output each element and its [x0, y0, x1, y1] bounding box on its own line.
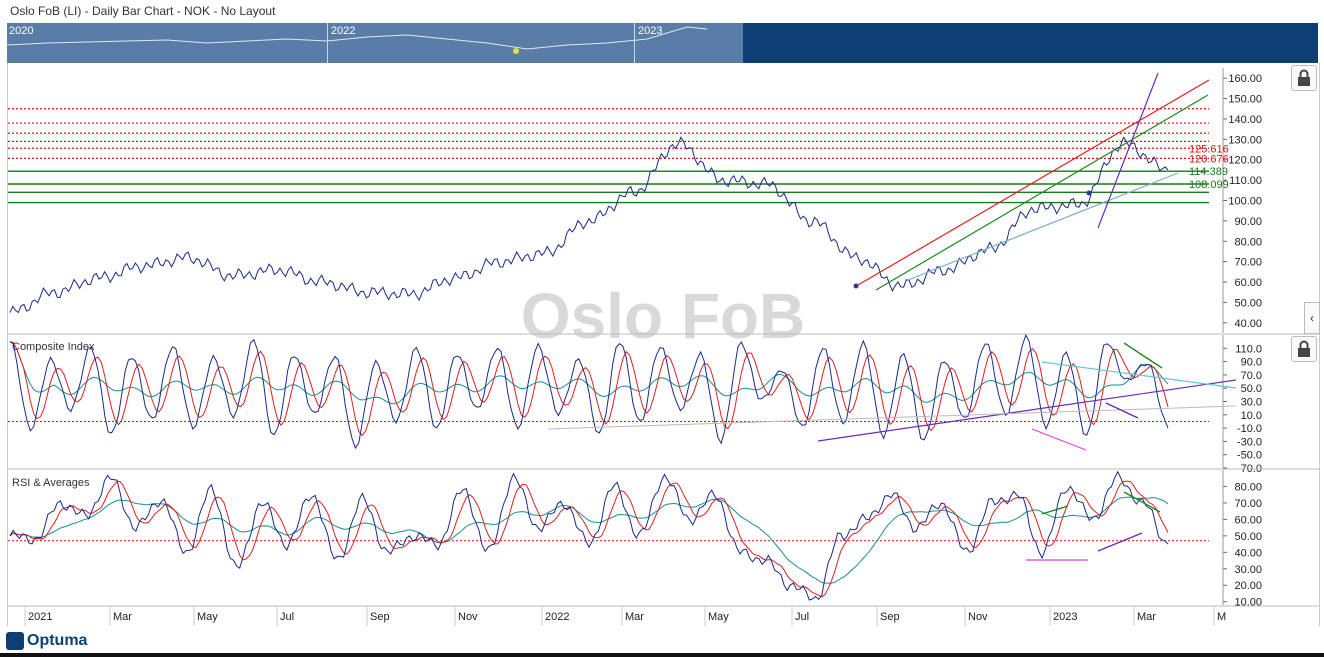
- x-axis-label: Sep: [370, 611, 390, 623]
- rsi-divergence-green[interactable]: [1041, 505, 1069, 515]
- price-series-line: [9, 136, 1169, 314]
- composite-axis-tick-label: -10.0: [1237, 423, 1262, 435]
- rsi-axis-tick-label: 80.00: [1234, 481, 1262, 493]
- price-axis-tick-label: 110.00: [1229, 175, 1262, 187]
- x-axis-label: Nov: [458, 611, 478, 623]
- lock-icon: [1298, 340, 1310, 357]
- pivot-marker: [1086, 190, 1092, 196]
- price-axis-tick-label: 80.00: [1234, 236, 1262, 248]
- panel-title-rsi: RSI & Averages: [12, 477, 90, 489]
- optuma-logo: Optuma: [6, 630, 87, 652]
- chart-title: Oslo FoB (LI) - Daily Bar Chart - NOK - …: [10, 4, 276, 18]
- rsi-line: [9, 470, 1169, 601]
- trendline-purple[interactable]: [1097, 72, 1159, 229]
- x-axis-label: Mar: [1137, 611, 1156, 623]
- rsi-divergence-purple[interactable]: [1097, 532, 1143, 552]
- x-axis-label: Jul: [795, 611, 809, 623]
- composite-trendline-cyan[interactable]: [1041, 361, 1237, 389]
- trendline-green[interactable]: [875, 94, 1209, 291]
- rsi-axis-tick-label: 50.00: [1234, 531, 1262, 543]
- x-axis-label: 2023: [1053, 611, 1077, 623]
- price-level-label: 114.389: [1189, 166, 1228, 178]
- x-axis-label: Sep: [880, 611, 900, 623]
- composite-divergence-magenta[interactable]: [1031, 428, 1087, 451]
- rsi-axis-tick-label: 70.00: [1234, 498, 1262, 510]
- price-axis-tick-label: 160.00: [1228, 73, 1262, 85]
- optuma-logo-mark: [6, 632, 24, 650]
- price-axis-tick-label: 150.00: [1228, 94, 1262, 106]
- watermark: Oslo FoB: [521, 280, 805, 352]
- composite-slow-average: [9, 341, 1169, 405]
- price-axis-tick-label: 130.00: [1228, 134, 1262, 146]
- lock-composite-panel-button[interactable]: [1291, 336, 1317, 362]
- optuma-logo-text: Optuma: [27, 632, 88, 649]
- rsi-fast-average: [9, 480, 1169, 598]
- rsi-axis-tick-label: 20.00: [1234, 580, 1262, 592]
- price-level-label: 108.099: [1189, 179, 1229, 191]
- x-axis-label: 2022: [545, 611, 569, 623]
- price-axis-tick-label: 120.00: [1228, 155, 1262, 167]
- panel-title-composite: Composite Index: [12, 341, 95, 353]
- x-axis-label: Mar: [113, 611, 132, 623]
- composite-axis-tick-label: -30.0: [1237, 436, 1262, 448]
- composite-index-line: [9, 333, 1169, 450]
- rsi-axis-tick-label: 40.00: [1234, 547, 1262, 559]
- x-axis-label: Mar: [625, 611, 644, 623]
- composite-divergence-purple[interactable]: [1105, 402, 1139, 419]
- composite-axis-tick-label: 30.0: [1241, 397, 1262, 409]
- lock-icon: [1298, 69, 1310, 86]
- price-axis-tick-label: 70.00: [1234, 257, 1262, 269]
- chevron-left-icon: ‹: [1310, 311, 1314, 325]
- collapse-panel-button[interactable]: ‹: [1304, 302, 1320, 334]
- price-axis-tick-label: 60.00: [1234, 277, 1262, 289]
- navigator-year-label: 2022: [331, 25, 356, 37]
- rsi-axis-tick-label: 10.00: [1234, 597, 1262, 609]
- price-axis-tick-label: 140.00: [1228, 114, 1262, 126]
- price-axis-tick-label: 90.00: [1234, 216, 1262, 228]
- rsi-slow-average: [9, 496, 1169, 584]
- x-axis-label: Jul: [280, 611, 294, 623]
- navigator-year-divider: [634, 23, 635, 63]
- composite-fast-average: [9, 341, 1169, 437]
- rsi-divergence-green[interactable]: [1123, 491, 1161, 513]
- timeline-navigator[interactable]: 2020 2022 2023: [7, 23, 1318, 63]
- chart-area[interactable]: Oslo FoB 160.00 150.00 140.00 130.00 120.00 1…: [7, 63, 1320, 626]
- price-level-label: 120.676: [1189, 153, 1229, 165]
- navigator-year-label: 2020: [9, 25, 34, 37]
- composite-axis-tick-label: 50.0: [1241, 383, 1262, 395]
- composite-trendline-grey[interactable]: [547, 405, 1237, 430]
- x-axis-label: M: [1217, 611, 1226, 623]
- composite-axis-tick-label: 10.0: [1241, 410, 1262, 422]
- pivot-marker: [853, 283, 859, 289]
- navigator-year-divider: [327, 23, 328, 63]
- navigator-sparkline: [7, 26, 708, 54]
- composite-axis-tick-label: 110.0: [1235, 343, 1262, 355]
- bottom-bar: [0, 653, 1324, 657]
- composite-trendline-purple[interactable]: [817, 379, 1237, 442]
- x-axis-label: May: [708, 611, 729, 623]
- price-axis-tick-label: 50.00: [1234, 297, 1262, 309]
- composite-axis-tick-label: 90.0: [1241, 357, 1262, 369]
- composite-axis-tick-label: -50.0: [1237, 450, 1262, 462]
- rsi-axis-tick-label: 60.00: [1234, 514, 1262, 526]
- lock-price-panel-button[interactable]: [1291, 65, 1317, 91]
- price-axis-tick-label: 40.00: [1234, 318, 1262, 330]
- x-axis-label: Nov: [968, 611, 988, 623]
- chart-canvas[interactable]: Oslo FoB 160.00150.00140.00130.00120.001…: [8, 63, 1319, 626]
- navigator-year-label: 2023: [638, 25, 663, 37]
- trendline-red[interactable]: [857, 79, 1210, 286]
- price-axis-tick-label: 100.00: [1228, 196, 1262, 208]
- x-axis-label: May: [197, 611, 218, 623]
- x-axis-label: 2021: [28, 611, 52, 623]
- composite-divergence-green[interactable]: [1123, 342, 1163, 369]
- trendline-light-blue[interactable]: [907, 172, 1179, 281]
- composite-axis-tick-label: 70.0: [1241, 370, 1262, 382]
- price-level-label: 125.616: [1189, 143, 1229, 155]
- rsi-axis-tick-label: 30.00: [1234, 564, 1262, 576]
- navigator-history-strip[interactable]: 2020 2022 2023: [7, 23, 743, 63]
